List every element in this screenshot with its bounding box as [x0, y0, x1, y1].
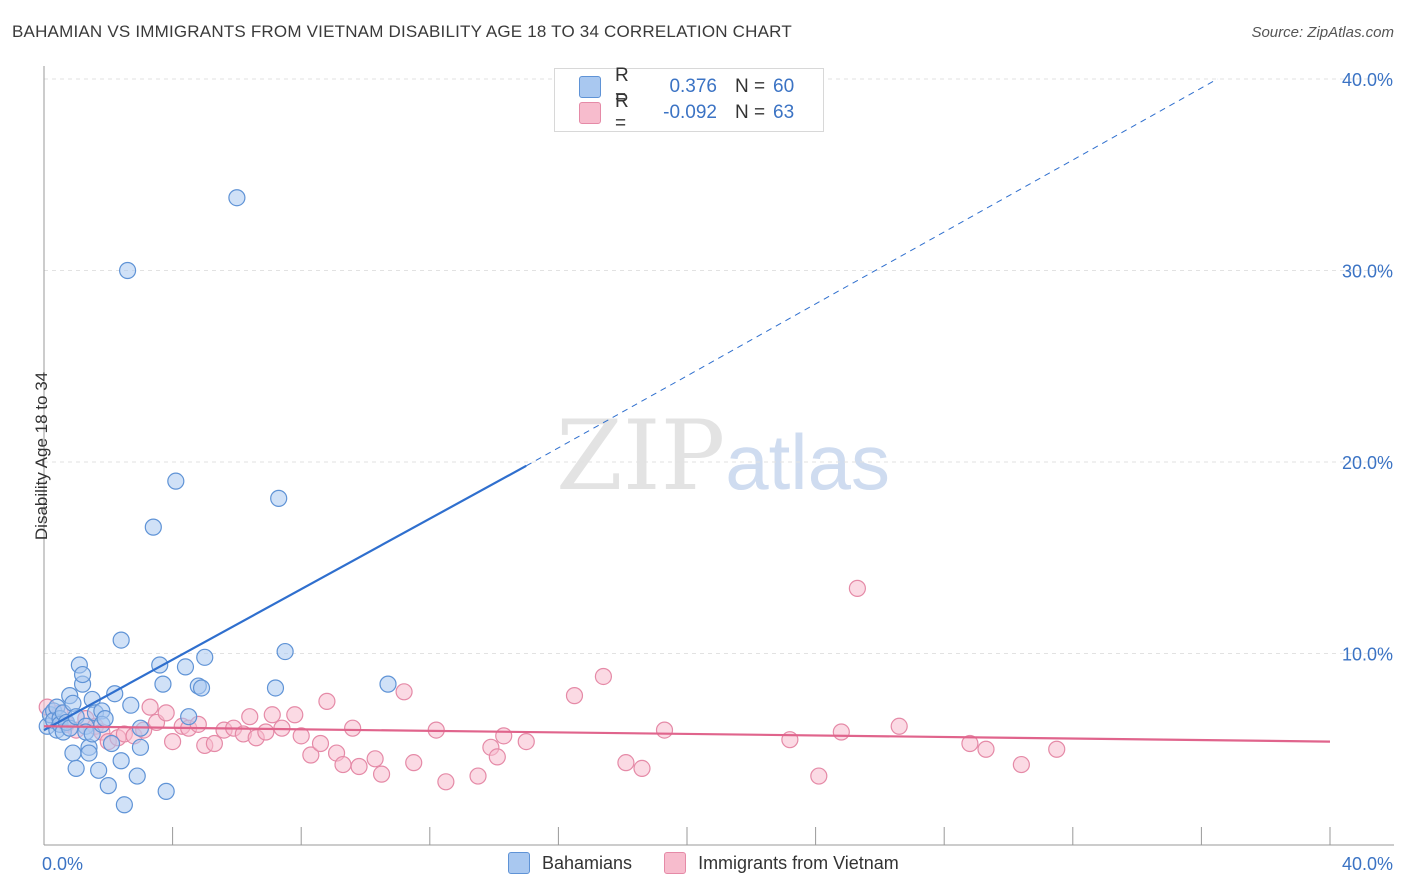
correlation-legend: R = 0.376 N = 60 R = -0.092 N = 63	[554, 65, 824, 134]
data-point	[196, 648, 214, 666]
y-tick-label: 40.0%	[1342, 70, 1393, 90]
legend-r-value: 0.376	[669, 76, 717, 97]
data-point	[80, 744, 98, 762]
data-point	[118, 261, 137, 280]
data-point	[228, 189, 246, 207]
data-point	[112, 752, 130, 770]
data-point	[102, 734, 121, 753]
legend-r-value: -0.092	[663, 102, 717, 123]
trend-line	[526, 78, 1218, 467]
y-tick-label: 10.0%	[1342, 645, 1393, 665]
trend-line	[43, 464, 527, 732]
data-point	[96, 710, 114, 728]
data-point	[144, 518, 162, 536]
data-point	[180, 708, 198, 726]
legend-row-bahamians: R = 0.376 N = 60	[579, 65, 795, 108]
data-point	[848, 579, 866, 597]
data-point	[270, 489, 288, 507]
data-point	[302, 746, 320, 764]
legend-label-vietnam: Immigrants from Vietnam	[698, 852, 899, 873]
data-point	[617, 754, 635, 772]
legend-label-bahamians: Bahamians	[542, 852, 633, 873]
data-point	[292, 727, 310, 745]
data-point	[1048, 740, 1066, 758]
series-legend: Bahamians Immigrants from Vietnam	[508, 852, 931, 874]
data-point	[141, 698, 159, 716]
data-point	[115, 796, 133, 814]
data-point	[157, 704, 175, 722]
data-point	[379, 675, 397, 693]
data-point	[286, 706, 304, 724]
data-point	[192, 679, 211, 697]
y-axis-label: Disability Age 18 to 34	[32, 371, 51, 541]
data-point	[99, 777, 117, 795]
data-point	[164, 732, 182, 751]
legend-swatch-vietnam	[664, 852, 687, 874]
data-point	[263, 706, 281, 724]
legend-r-label: R =	[615, 91, 629, 134]
data-point	[961, 734, 979, 753]
data-point	[157, 782, 175, 800]
legend-n-label: N =	[735, 102, 766, 123]
chart-title: BAHAMIAN VS IMMIGRANTS FROM VIETNAM DISA…	[12, 22, 792, 41]
data-point	[128, 767, 146, 785]
legend-r-label: R =	[615, 65, 629, 108]
data-point	[318, 692, 336, 710]
data-point	[73, 665, 92, 684]
legend-row-vietnam: R = -0.092 N = 63	[579, 91, 795, 134]
data-point	[205, 734, 223, 753]
data-point	[437, 773, 455, 791]
data-point	[276, 642, 294, 661]
data-point	[266, 679, 285, 697]
data-point	[176, 658, 195, 676]
y-tick-label: 30.0%	[1342, 262, 1393, 282]
data-point	[257, 723, 275, 741]
legend-swatch-vietnam	[579, 102, 601, 124]
data-point	[810, 767, 828, 785]
legend-swatch-bahamians	[579, 76, 601, 98]
legend-item-vietnam[interactable]: Immigrants from Vietnam	[664, 852, 899, 874]
data-point	[655, 721, 674, 739]
data-point	[565, 687, 584, 705]
x-tick-label: 0.0%	[42, 854, 83, 874]
legend-item-bahamians[interactable]: Bahamians	[508, 852, 632, 874]
data-point	[241, 708, 259, 726]
legend-n-value: 60	[773, 76, 795, 97]
data-point	[890, 717, 908, 735]
data-point	[1012, 755, 1030, 774]
data-point	[488, 748, 506, 766]
legend-swatch-bahamians	[508, 852, 530, 874]
data-point	[112, 631, 130, 649]
data-point	[405, 754, 423, 772]
data-point	[633, 759, 651, 778]
data-point	[372, 765, 391, 783]
trend-line	[43, 725, 1331, 743]
data-point	[122, 696, 140, 714]
data-point	[366, 750, 384, 768]
legend-n-value: 63	[773, 102, 795, 123]
data-point	[64, 744, 82, 762]
legend-n-label: N =	[735, 76, 766, 97]
data-point	[350, 757, 368, 776]
data-point	[977, 740, 995, 758]
watermark-zip: ZIP	[556, 400, 726, 512]
x-tick-label: 40.0%	[1342, 854, 1393, 874]
data-point	[495, 727, 513, 745]
data-point	[469, 767, 487, 785]
data-point	[131, 738, 150, 756]
data-point	[334, 755, 352, 774]
y-tick-label: 20.0%	[1342, 453, 1393, 473]
data-point	[344, 719, 362, 737]
data-point	[311, 734, 330, 753]
data-point	[167, 472, 185, 490]
data-point	[154, 675, 172, 693]
data-point	[832, 723, 850, 741]
data-point	[67, 759, 85, 778]
data-point	[517, 732, 535, 751]
data-point	[594, 667, 613, 686]
data-point	[395, 683, 413, 701]
data-point	[90, 761, 108, 779]
source-label: Source: ZipAtlas.com	[1251, 24, 1394, 41]
